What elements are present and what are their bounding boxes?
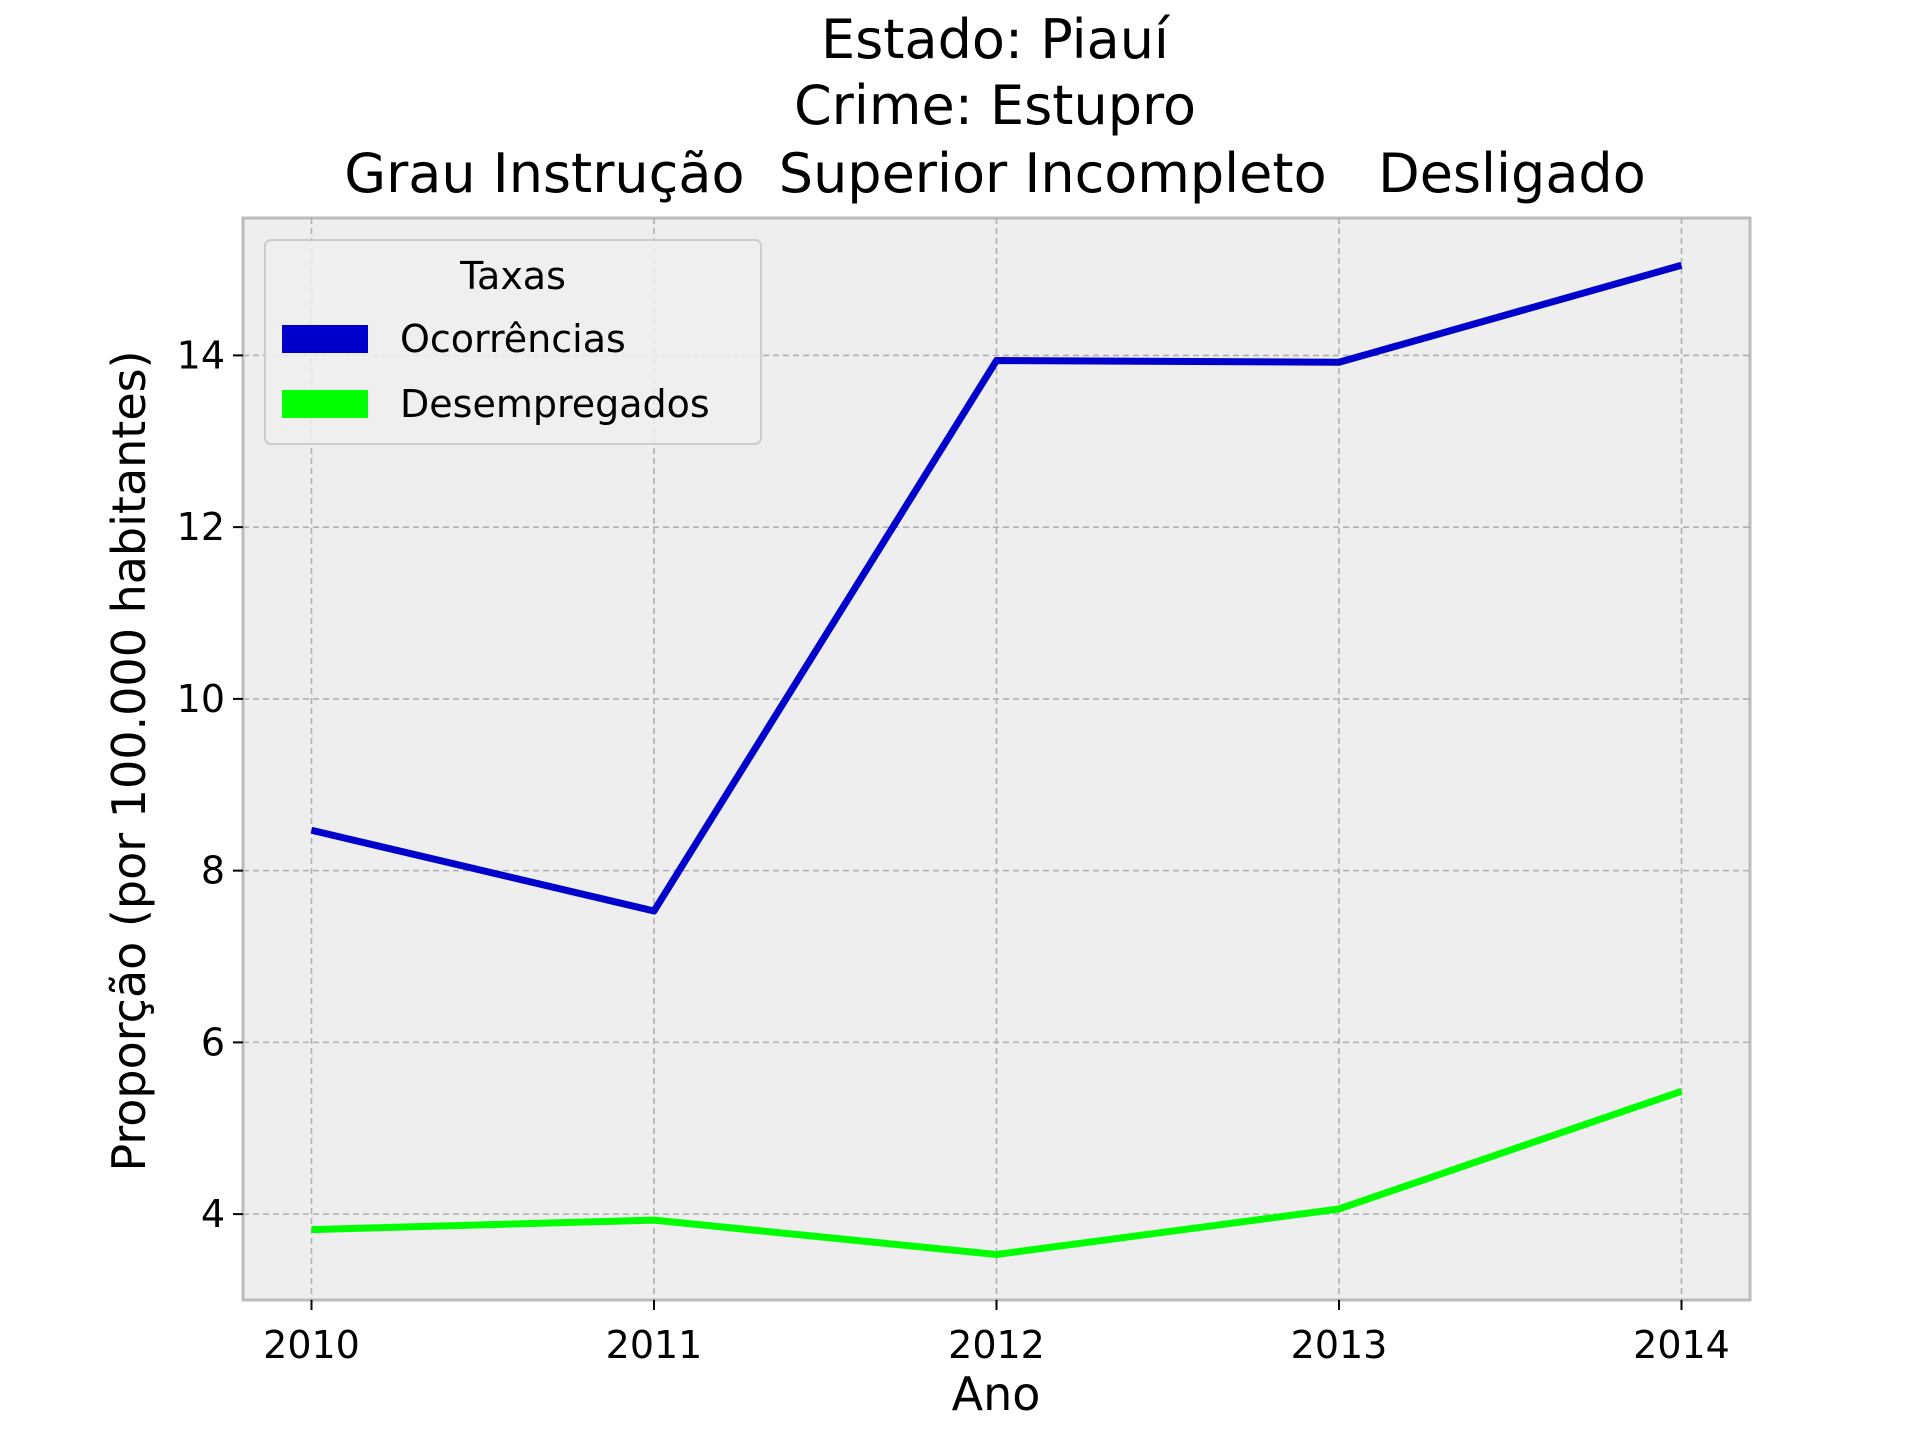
- x-axis-label: Ano: [952, 1367, 1041, 1421]
- y-tick-label: 6: [201, 1020, 225, 1064]
- legend-swatch-ocorrencias: [282, 325, 368, 353]
- grid-lines: [243, 218, 1750, 1300]
- y-axis-label: Proporção (por 100.000 habitantes): [102, 350, 156, 1171]
- y-tick-label: 12: [177, 505, 225, 549]
- x-tick-label: 2012: [948, 1323, 1045, 1367]
- y-tick-label: 14: [177, 333, 225, 377]
- y-tick-label: 10: [177, 677, 225, 721]
- y-axis-ticks: 4 6 8 10 12 14: [177, 333, 243, 1236]
- x-tick-label: 2010: [263, 1323, 360, 1367]
- chart-title-line-2: Crime: Estupro: [794, 74, 1196, 137]
- legend-label-ocorrencias: Ocorrências: [400, 317, 626, 361]
- legend-title: Taxas: [459, 254, 566, 298]
- legend-box: [264, 239, 762, 445]
- chart-title-line-3: Grau Instrução Superior Incompleto Desli…: [344, 142, 1645, 205]
- x-tick-label: 2013: [1291, 1323, 1388, 1367]
- y-tick-label: 4: [201, 1192, 225, 1236]
- x-tick-label: 2014: [1633, 1323, 1730, 1367]
- legend-swatch-desempregados: [282, 390, 368, 418]
- series-lines: [310, 261, 1683, 1258]
- y-tick-label: 8: [201, 849, 225, 893]
- chart-title-line-1: Estado: Piauí: [821, 8, 1171, 71]
- x-axis-ticks: 2010 2011 2012 2013 2014: [263, 1300, 1730, 1367]
- x-tick-label: 2011: [606, 1323, 703, 1367]
- legend-label-desempregados: Desempregados: [400, 382, 710, 426]
- legend: Taxas Ocorrências Desempregados: [264, 239, 762, 445]
